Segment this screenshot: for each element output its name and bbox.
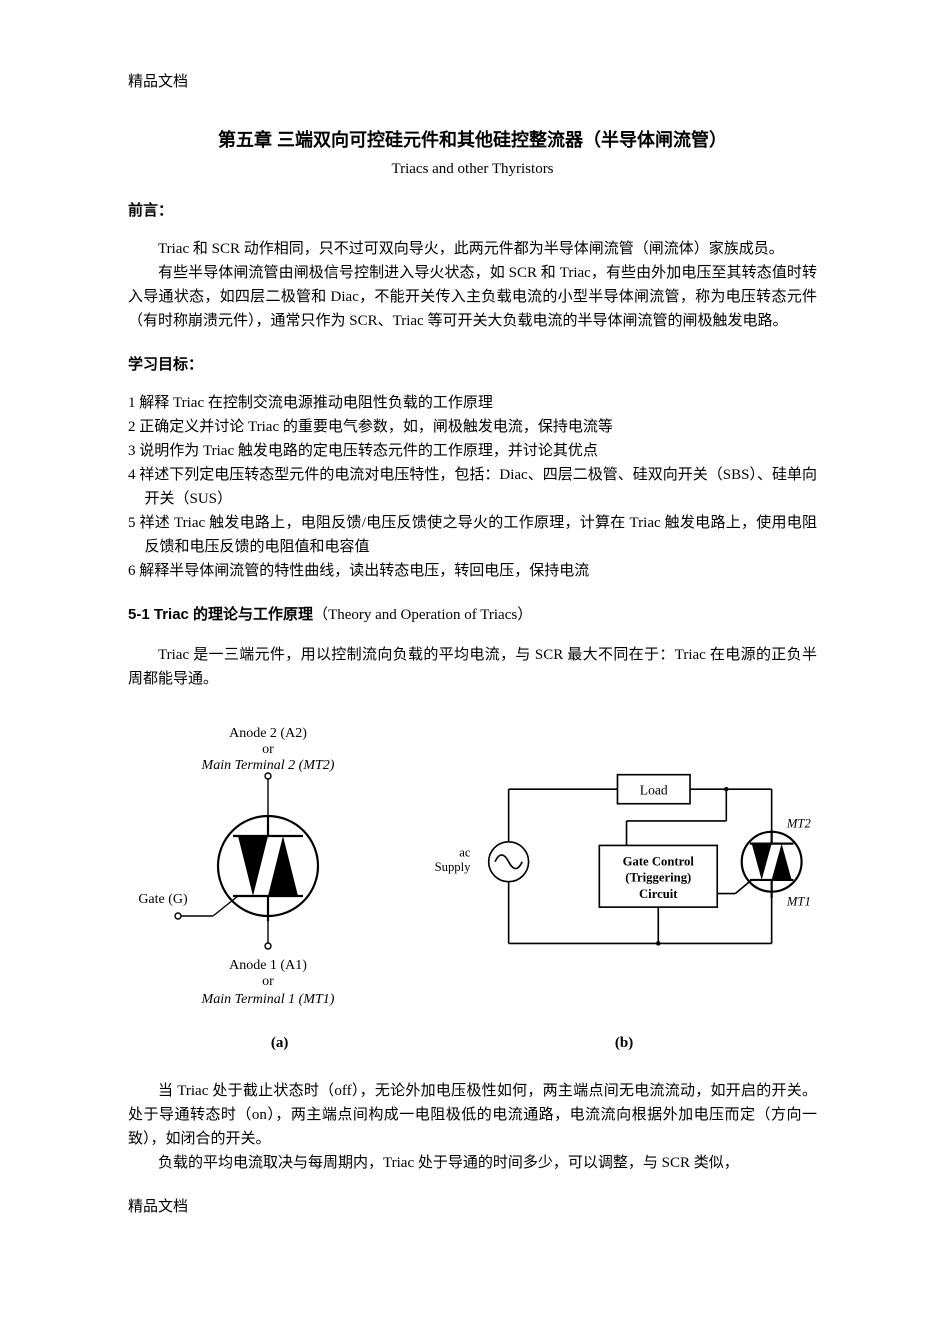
fig-a-label-or-bot: or [262, 974, 274, 989]
figure-row: Anode 2 (A2) or Main Terminal 2 (MT2) [128, 721, 817, 1021]
objective-item: 5 祥述 Triac 触发电路上，电阻反馈/电压反馈使之导火的工作原理，计算在 … [128, 511, 817, 559]
figure-a-triac-symbol: Anode 2 (A2) or Main Terminal 2 (MT2) [128, 721, 388, 1021]
fig-b-gatectrl-l3: Circuit [639, 887, 678, 901]
section-5-1-body: Triac 是一三端元件，用以控制流向负载的平均电流，与 SCR 最大不同在于：… [128, 643, 817, 691]
page-header: 精品文档 [128, 70, 817, 94]
page-footer: 精品文档 [128, 1195, 817, 1219]
section-5-1-heading: 5-1 Triac 的理论与工作原理（Theory and Operation … [128, 603, 817, 627]
fig-b-label-mt1: MT1 [786, 894, 811, 908]
closing-p2: 负载的平均电流取决与每周期内，Triac 处于导通的时间多少，可以调整，与 SC… [128, 1151, 817, 1175]
fig-b-gatectrl-l2: (Triggering) [625, 871, 691, 885]
figure-b-caption: (b) [431, 1031, 817, 1055]
chapter-subtitle: Triacs and other Thyristors [128, 157, 817, 181]
chapter-title: 第五章 三端双向可控硅元件和其他硅控整流器（半导体闸流管） [128, 126, 817, 155]
fig-a-label-anode1: Anode 1 (A1) [229, 958, 307, 973]
figure-captions: (a) (b) [128, 1031, 817, 1055]
preface-p2: 有些半导体闸流管由闸极信号控制进入导火状态，如 SCR 和 Triac，有些由外… [128, 261, 817, 333]
section-title-en: （Theory and Operation of Triacs） [313, 607, 532, 623]
section-p1: Triac 是一三端元件，用以控制流向负载的平均电流，与 SCR 最大不同在于：… [128, 643, 817, 691]
fig-a-label-mt1: Main Terminal 1 (MT1) [201, 992, 335, 1007]
objective-item: 3 说明作为 Triac 触发电路的定电压转态元件的工作原理，并讨论其优点 [128, 439, 817, 463]
fig-a-label-mt2: Main Terminal 2 (MT2) [201, 758, 335, 773]
fig-b-label-mt2: MT2 [786, 816, 812, 830]
objective-item: 4 祥述下列定电压转态型元件的电流对电压特性，包括：Diac、四层二极管、硅双向… [128, 463, 817, 511]
preface-p1: Triac 和 SCR 动作相同，只不过可双向导火，此两元件都为半导体闸流管（闸… [128, 237, 817, 261]
objectives-heading: 学习目标： [128, 353, 817, 377]
objective-item: 1 解释 Triac 在控制交流电源推动电阻性负载的工作原理 [128, 391, 817, 415]
figure-a-caption: (a) [128, 1031, 431, 1055]
section-num: 5-1 [128, 606, 150, 623]
closing-p1: 当 Triac 处于截止状态时（off），无论外加电压极性如何，两主端点间无电流… [128, 1079, 817, 1151]
document-page: 精品文档 第五章 三端双向可控硅元件和其他硅控整流器（半导体闸流管） Triac… [0, 0, 945, 1259]
fig-b-label-load: Load [640, 783, 668, 798]
section-title-cn: Triac 的理论与工作原理 [154, 606, 313, 623]
fig-a-label-gate: Gate (G) [138, 892, 188, 907]
fig-a-label-or-top: or [262, 742, 274, 757]
fig-b-gatectrl-l1: Gate Control [623, 854, 695, 868]
fig-b-label-ac2: Supply [435, 860, 472, 874]
figure-b-triac-circuit: ac Supply Load MT2 [427, 762, 817, 980]
objectives-list: 1 解释 Triac 在控制交流电源推动电阻性负载的工作原理 2 正确定义并讨论… [128, 391, 817, 583]
preface-heading: 前言： [128, 199, 817, 223]
objective-item: 2 正确定义并讨论 Triac 的重要电气参数，如，闸极触发电流，保持电流等 [128, 415, 817, 439]
fig-a-label-anode2: Anode 2 (A2) [229, 726, 307, 741]
preface-body: Triac 和 SCR 动作相同，只不过可双向导火，此两元件都为半导体闸流管（闸… [128, 237, 817, 333]
fig-b-label-ac1: ac [459, 845, 471, 859]
objective-item: 6 解释半导体闸流管的特性曲线，读出转态电压，转回电压，保持电流 [128, 559, 817, 583]
closing-paragraphs: 当 Triac 处于截止状态时（off），无论外加电压极性如何，两主端点间无电流… [128, 1079, 817, 1175]
